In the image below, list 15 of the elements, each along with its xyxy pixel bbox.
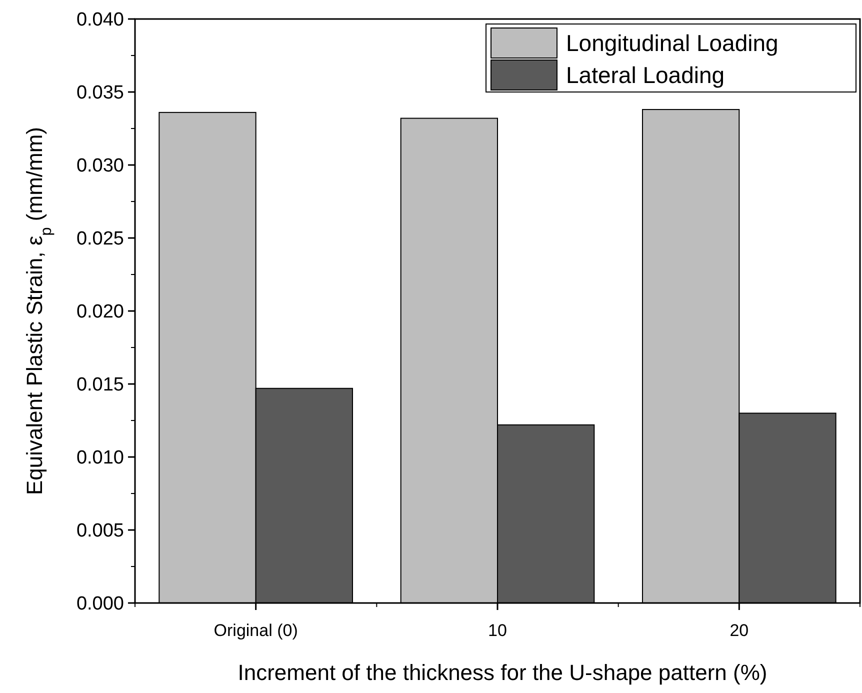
x-tick-label: 10 (488, 621, 507, 640)
x-tick-label: 20 (730, 621, 749, 640)
y-tick-label: 0.010 (76, 448, 124, 469)
y-tick-label: 0.000 (76, 594, 124, 615)
x-axis-title: Increment of the thickness for the U-shape pattern (%) (238, 660, 768, 685)
y-tick-label: 0.005 (76, 520, 124, 542)
y-tick-label: 0.020 (76, 302, 124, 323)
y-tick-label: 0.025 (76, 228, 124, 250)
x-tick-label: Original (0) (214, 621, 298, 640)
y-tick-label: 0.030 (76, 156, 124, 177)
y-tick-label: 0.040 (76, 10, 124, 31)
legend-label: Lateral Loading (566, 62, 725, 88)
legend-label: Longitudinal Loading (566, 30, 778, 56)
y-tick-label: 0.015 (76, 374, 124, 396)
y-tick-label: 0.035 (76, 82, 124, 104)
